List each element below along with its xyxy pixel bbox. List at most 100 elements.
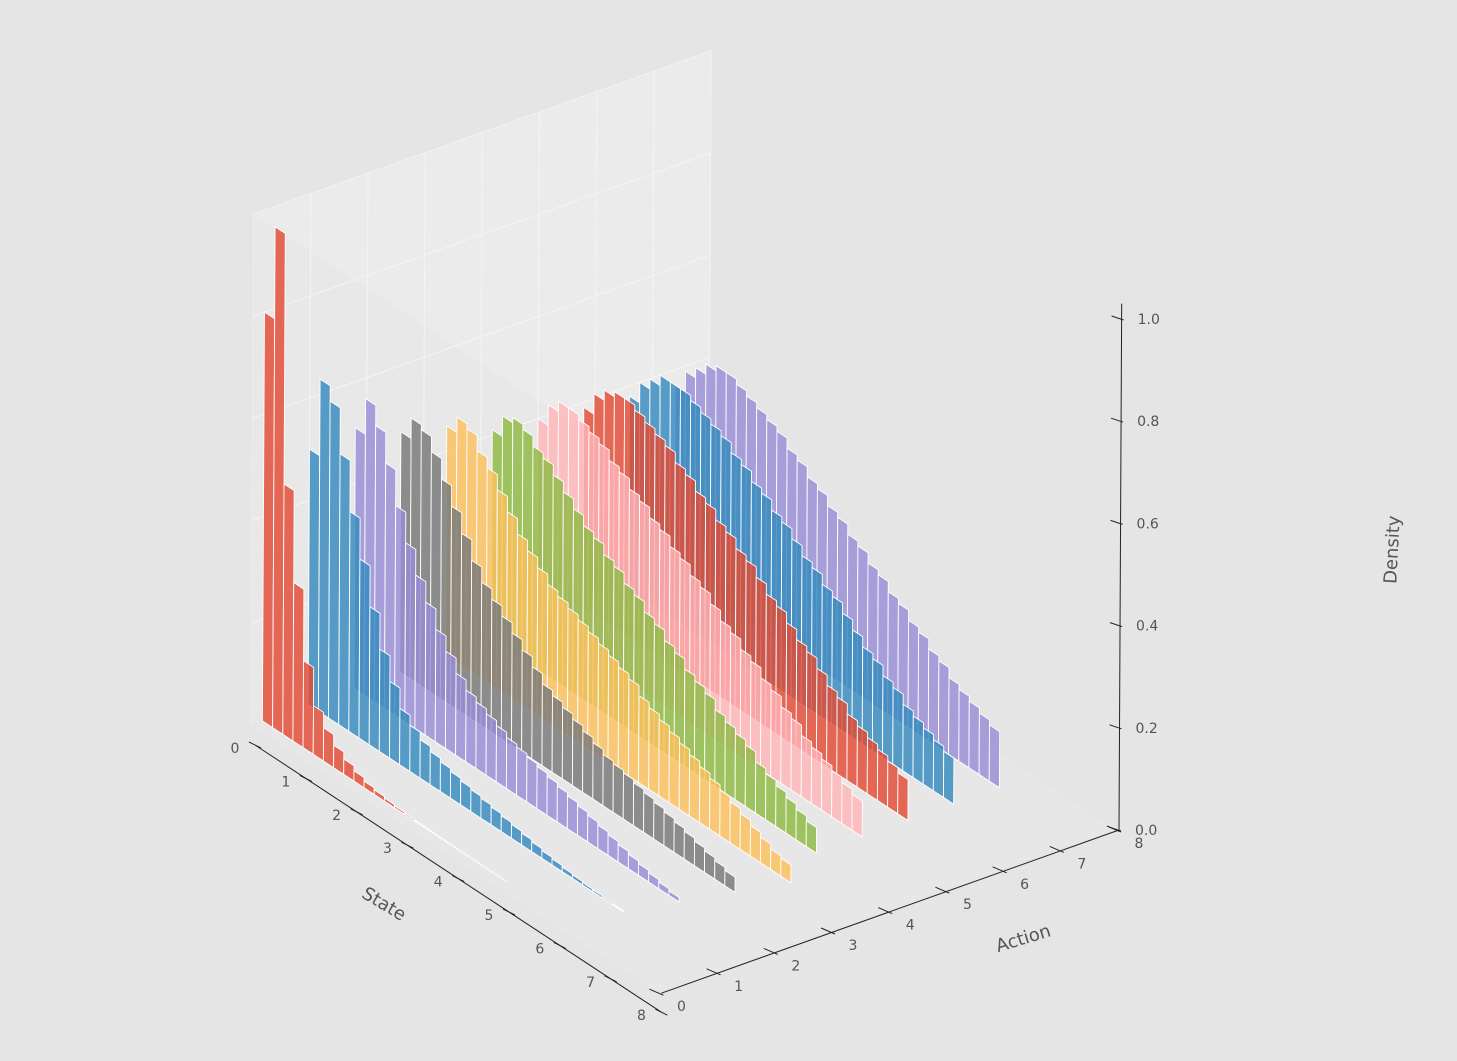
state-tick-mark xyxy=(248,741,262,749)
density-bar xyxy=(637,862,650,883)
density-bar xyxy=(892,686,904,772)
density-bar xyxy=(765,772,777,828)
density-bar xyxy=(322,726,335,769)
density-bar xyxy=(571,718,584,794)
density-bar xyxy=(749,824,762,864)
density-bar xyxy=(383,797,395,809)
density-bar xyxy=(597,642,610,764)
density-bar xyxy=(744,744,757,814)
density-bar xyxy=(419,738,431,786)
density-bar xyxy=(556,785,568,830)
action-tick-label: 1 xyxy=(734,979,743,995)
density-bar xyxy=(490,806,502,833)
density-bar xyxy=(551,694,564,780)
action-tick-label: 6 xyxy=(1020,877,1029,893)
density-bar xyxy=(785,796,797,841)
action-tick-label: 4 xyxy=(906,918,915,934)
density-bar xyxy=(663,811,675,854)
density-bar xyxy=(434,628,447,750)
density-bar xyxy=(541,849,553,866)
action-tick-label: 0 xyxy=(677,999,686,1015)
density-bar xyxy=(805,820,817,854)
density-bar xyxy=(511,632,523,753)
density-bar xyxy=(775,784,787,834)
density-bar xyxy=(302,659,315,756)
density-bar xyxy=(759,836,772,871)
density-bar xyxy=(551,857,563,873)
density-bar xyxy=(622,772,635,827)
density-bar xyxy=(475,701,487,776)
density-tick-label: 0.8 xyxy=(1137,414,1159,430)
density-bar xyxy=(607,654,620,771)
density-bar xyxy=(455,672,467,763)
density-bar xyxy=(673,820,685,860)
density-tick-mark xyxy=(1110,417,1124,423)
density-bar xyxy=(658,718,670,804)
density-bar xyxy=(363,780,375,796)
density-bar xyxy=(444,650,457,756)
density-bar xyxy=(836,696,848,782)
state-tick-label: 0 xyxy=(231,741,240,757)
density-tick-mark xyxy=(1110,519,1123,525)
density-bar xyxy=(541,682,553,774)
density-bar xyxy=(389,680,401,766)
density-bar xyxy=(449,770,462,806)
density-bar xyxy=(790,717,802,798)
bars-group xyxy=(261,225,1001,913)
density-bar xyxy=(800,734,813,805)
density-bar xyxy=(729,800,741,851)
density-bar xyxy=(632,781,645,834)
state-tick-mark xyxy=(451,875,465,883)
density-bar xyxy=(378,648,391,759)
density-bar xyxy=(333,744,345,776)
state-tick-mark xyxy=(299,774,313,782)
density-bar xyxy=(292,581,305,749)
action-tick-label: 2 xyxy=(791,958,800,974)
density-bar xyxy=(851,793,863,838)
action-tick-label: 7 xyxy=(1077,856,1086,872)
density-bar xyxy=(612,762,624,820)
density-bar xyxy=(424,601,437,743)
state-tick-label: 1 xyxy=(281,774,290,790)
density-bar xyxy=(602,753,614,814)
density-bar xyxy=(866,736,879,802)
density-bar xyxy=(968,700,980,776)
density-bar xyxy=(505,736,518,797)
density-bar xyxy=(922,727,935,792)
state-tick-label: 5 xyxy=(485,908,494,924)
density-bar xyxy=(465,689,477,770)
density-bar xyxy=(439,760,452,799)
density-bar xyxy=(902,703,914,779)
density-bar xyxy=(780,705,792,791)
density-bar xyxy=(338,452,351,733)
density-bar xyxy=(399,707,411,773)
density-tick-mark xyxy=(1111,315,1124,321)
density-bar xyxy=(500,615,513,747)
gridline-density xyxy=(252,152,711,317)
density-bar xyxy=(531,665,543,767)
action-tick-label: 5 xyxy=(963,897,972,913)
density-bar xyxy=(856,724,869,795)
density-bar xyxy=(566,795,579,837)
density-bar xyxy=(571,873,583,886)
density-bar xyxy=(841,781,853,831)
action-axis-line xyxy=(661,829,1120,994)
action-tick-mark xyxy=(878,907,893,915)
density-bar xyxy=(561,706,574,787)
density-bar xyxy=(643,791,655,840)
density-bar xyxy=(658,881,670,897)
density-bar xyxy=(932,738,945,799)
density-bar xyxy=(500,814,512,840)
density-bar xyxy=(943,750,955,805)
density-bar xyxy=(617,666,630,777)
action-tick-label: 8 xyxy=(1135,836,1144,852)
density-bar xyxy=(678,741,691,817)
density-bar xyxy=(597,824,609,857)
density-bar xyxy=(704,850,716,880)
density-bar xyxy=(724,720,736,801)
action-tick-mark xyxy=(763,947,778,955)
density-bar xyxy=(348,510,361,739)
density-bar xyxy=(719,789,731,844)
density-tick-label: 0.6 xyxy=(1137,516,1159,532)
